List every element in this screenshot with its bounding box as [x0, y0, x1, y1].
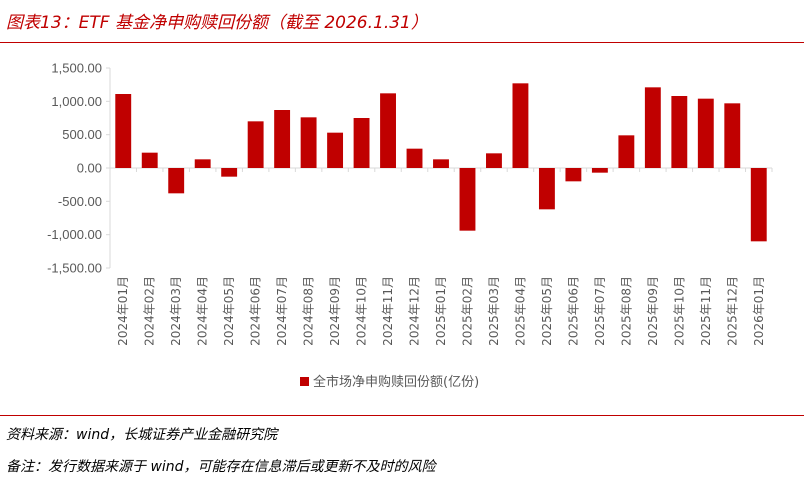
- bar: [353, 118, 370, 168]
- title-divider: [0, 42, 804, 43]
- legend: 全市场净申购赎回份额(亿份): [300, 374, 479, 390]
- x-tick-label: 2025年11月: [699, 276, 713, 346]
- x-tick-label: 2024年02月: [143, 276, 157, 346]
- bar-chart: 1,500.00 1,000.00 500.00 0.00 -500.00 -1,000.…: [47, 61, 773, 390]
- bar: [221, 168, 238, 177]
- x-tick-label: 2024年08月: [302, 276, 316, 346]
- y-tick-label: 0.00: [77, 161, 102, 176]
- axis-group: 1,500.00 1,000.00 500.00 0.00 -500.00 -1,000.…: [47, 61, 773, 276]
- bar: [194, 159, 211, 168]
- bar: [697, 98, 714, 168]
- bar: [591, 168, 608, 173]
- x-tick-label: 2024年09月: [328, 276, 342, 346]
- source-note: 资料来源：wind，长城证券产业金融研究院: [6, 427, 278, 443]
- bar: [406, 148, 423, 168]
- x-tick-label: 2024年05月: [222, 276, 236, 346]
- x-tick-label: 2025年04月: [513, 276, 527, 346]
- bar: [115, 94, 132, 168]
- x-tick-label: 2025年06月: [566, 276, 580, 346]
- x-tick-label: 2025年05月: [540, 276, 554, 346]
- bar: [538, 168, 555, 210]
- x-tick-label: 2025年03月: [487, 276, 501, 346]
- x-tick-label: 2024年06月: [249, 276, 263, 346]
- bar: [247, 121, 264, 168]
- y-tick-label: 500.00: [62, 127, 102, 142]
- bar: [168, 168, 185, 194]
- bar: [433, 159, 449, 168]
- bar: [380, 93, 396, 168]
- bar: [486, 153, 502, 168]
- bar: [750, 168, 767, 242]
- x-tick-label: 2025年08月: [619, 276, 633, 346]
- x-tick-label: 2024年07月: [275, 276, 289, 346]
- y-tick-label: -1,000.00: [47, 227, 102, 242]
- x-tick-label: 2025年10月: [672, 276, 686, 346]
- y-tick-label: 1,000.00: [51, 94, 102, 109]
- x-tick-label: 2025年02月: [460, 276, 474, 346]
- y-tick-label: 1,500.00: [51, 61, 102, 76]
- x-tick-label: 2025年07月: [593, 276, 607, 346]
- x-tick-label: 2024年11月: [381, 276, 395, 346]
- x-tick-label: 2025年09月: [646, 276, 660, 346]
- figure-title: 图表13：ETF 基金净申购赎回份额（截至 2026.1.31）: [6, 13, 428, 33]
- bars-group: [115, 83, 767, 242]
- bar: [644, 87, 661, 168]
- y-tick-label: -500.00: [58, 194, 102, 209]
- bar: [618, 135, 635, 168]
- x-tick-label: 2024年10月: [355, 276, 369, 346]
- x-tick-label: 2026年01月: [752, 276, 766, 346]
- bar: [724, 103, 741, 168]
- bar: [512, 83, 529, 168]
- x-tick-label: 2025年01月: [434, 276, 448, 346]
- y-tick-label: -1,500.00: [47, 261, 102, 276]
- bar: [300, 117, 317, 168]
- x-tick-label: 2024年12月: [408, 276, 422, 346]
- bar: [327, 132, 344, 168]
- remark-note: 备注：发行数据来源于 wind，可能存在信息滞后或更新不及时的风险: [6, 459, 436, 475]
- legend-swatch: [300, 377, 309, 386]
- x-tick-label: 2024年03月: [169, 276, 183, 346]
- footer-divider: [0, 415, 804, 416]
- bar: [565, 168, 582, 182]
- bar: [274, 110, 291, 168]
- bar: [671, 96, 688, 168]
- legend-label: 全市场净申购赎回份额(亿份): [313, 374, 479, 390]
- bar: [459, 168, 476, 231]
- labels-group: 2024年01月 2024年02月 2024年03月 2024年04月 2024年05月…: [116, 276, 766, 346]
- x-tick-label: 2024年01月: [116, 276, 130, 346]
- x-tick-label: 2025年12月: [725, 276, 739, 346]
- bar: [141, 152, 158, 168]
- x-tick-label: 2024年04月: [196, 276, 210, 346]
